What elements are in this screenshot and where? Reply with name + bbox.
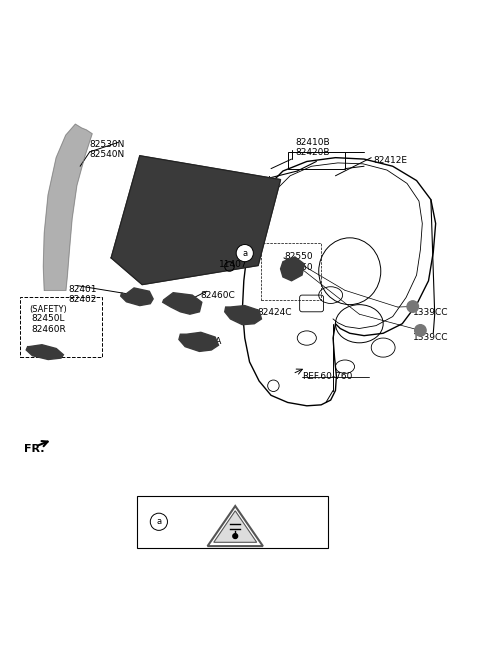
Polygon shape xyxy=(111,156,281,284)
Text: (SAFETY): (SAFETY) xyxy=(29,305,67,313)
Circle shape xyxy=(236,244,253,261)
Polygon shape xyxy=(163,293,202,314)
Text: REF.60-760: REF.60-760 xyxy=(302,373,352,382)
Text: a: a xyxy=(242,248,247,258)
Circle shape xyxy=(415,325,426,336)
Text: 11407: 11407 xyxy=(218,260,247,269)
Text: 82401
82402: 82401 82402 xyxy=(68,284,96,304)
Text: a: a xyxy=(156,517,161,526)
Polygon shape xyxy=(225,306,262,325)
Text: 96111A: 96111A xyxy=(235,501,273,511)
Text: FR.: FR. xyxy=(24,444,45,454)
Text: 82424A: 82424A xyxy=(188,337,222,346)
Text: 1339CC: 1339CC xyxy=(413,333,448,342)
Text: 82412E: 82412E xyxy=(373,156,408,165)
Text: 82450L
82460R: 82450L 82460R xyxy=(31,314,66,334)
Polygon shape xyxy=(120,288,153,306)
FancyBboxPatch shape xyxy=(137,495,328,548)
Polygon shape xyxy=(26,345,63,359)
Text: 1339CC: 1339CC xyxy=(413,308,448,317)
Polygon shape xyxy=(43,124,92,290)
Text: 82424C: 82424C xyxy=(257,308,292,317)
Text: 82530N
82540N: 82530N 82540N xyxy=(90,140,125,160)
Circle shape xyxy=(407,301,419,312)
Circle shape xyxy=(233,533,238,539)
Text: 82550
82560: 82550 82560 xyxy=(284,252,312,271)
Circle shape xyxy=(150,513,168,530)
Polygon shape xyxy=(214,510,257,542)
Text: 82460C: 82460C xyxy=(201,291,236,300)
Polygon shape xyxy=(281,257,304,281)
Text: 82410B
82420B: 82410B 82420B xyxy=(295,137,329,157)
Polygon shape xyxy=(179,332,218,351)
